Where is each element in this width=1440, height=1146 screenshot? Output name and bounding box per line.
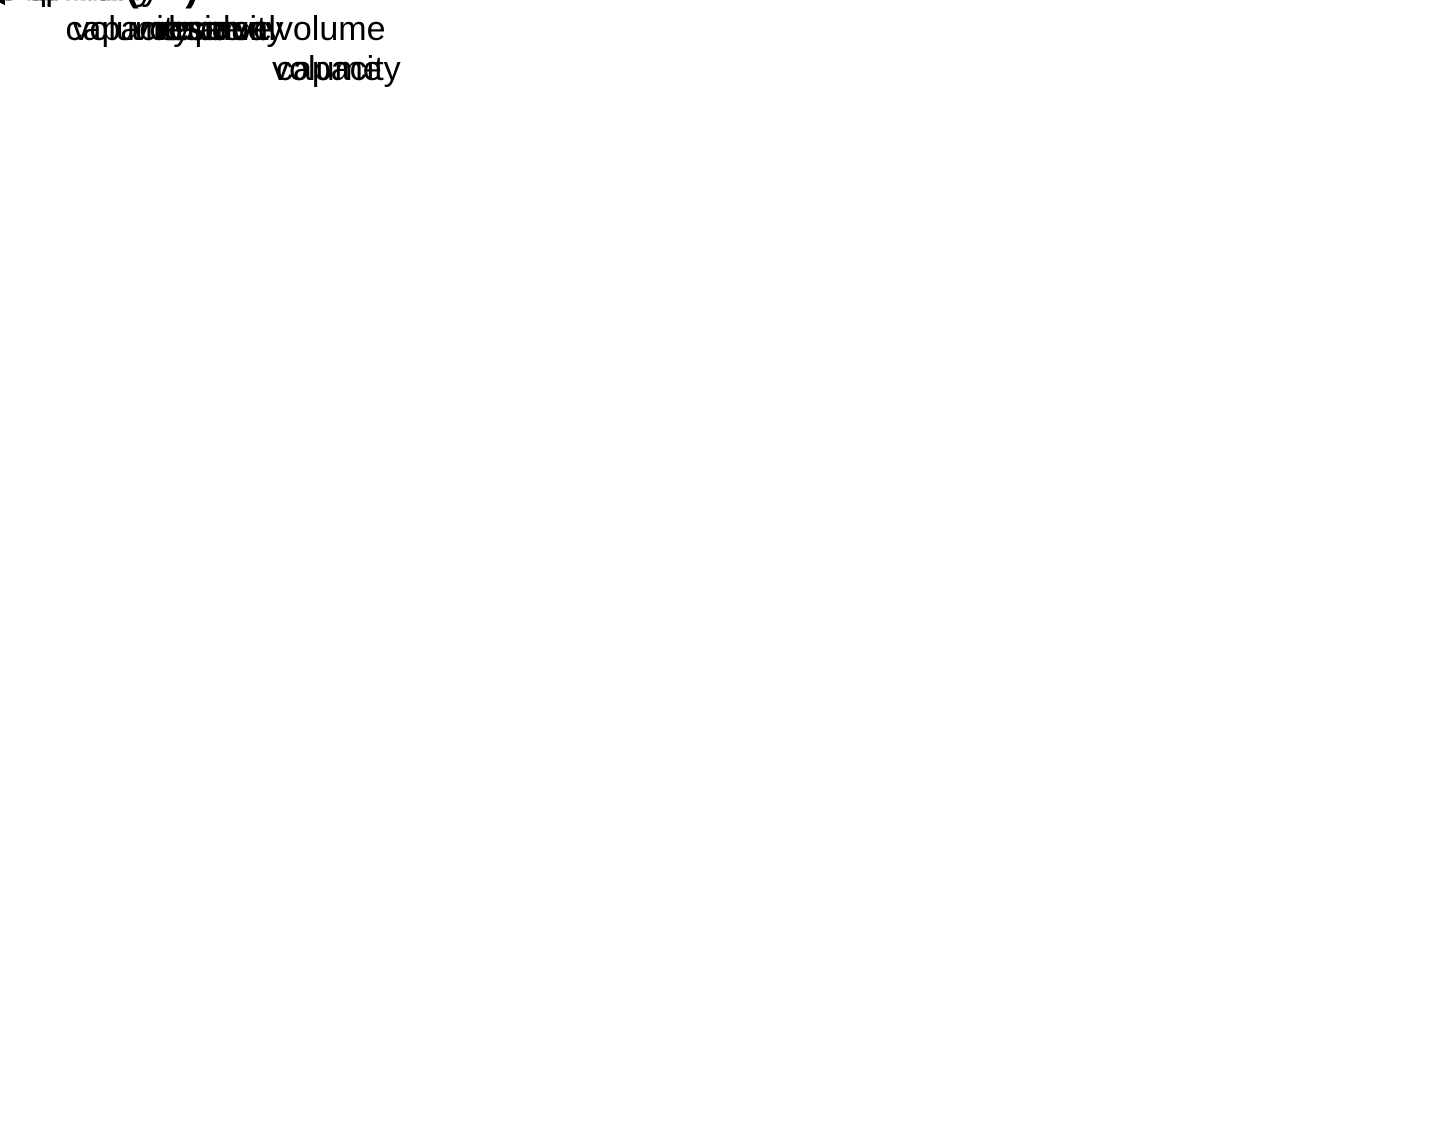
plot-area — [0, 0, 1240, 1020]
spirogram-svg: 100020003000400050006000Lung volume (ml)… — [0, 0, 1440, 1146]
spirogram-figure: 100020003000400050006000Lung volume (ml)… — [0, 0, 1440, 1146]
